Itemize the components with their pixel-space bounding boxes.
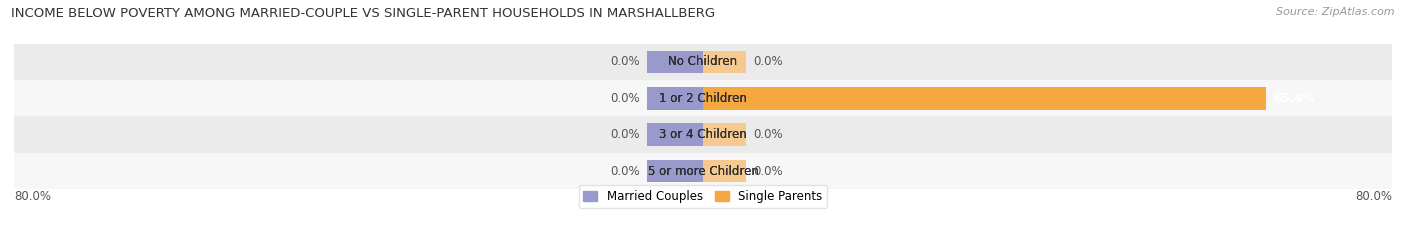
Bar	[14, 153, 1392, 189]
Text: 0.0%: 0.0%	[754, 128, 783, 141]
Text: INCOME BELOW POVERTY AMONG MARRIED-COUPLE VS SINGLE-PARENT HOUSEHOLDS IN MARSHAL: INCOME BELOW POVERTY AMONG MARRIED-COUPL…	[11, 7, 716, 20]
Text: 5 or more Children: 5 or more Children	[648, 164, 758, 178]
Text: No Children: No Children	[668, 55, 738, 69]
Text: 0.0%: 0.0%	[754, 164, 783, 178]
Text: 0.0%: 0.0%	[754, 55, 783, 69]
Text: 0.0%: 0.0%	[610, 164, 640, 178]
Bar	[703, 160, 747, 182]
Text: 1 or 2 Children: 1 or 2 Children	[659, 92, 747, 105]
Text: 0.0%: 0.0%	[610, 55, 640, 69]
Text: 80.0%: 80.0%	[1355, 190, 1392, 203]
Bar	[647, 160, 703, 182]
Text: 80.0%: 80.0%	[14, 190, 51, 203]
Bar	[703, 87, 1267, 110]
Text: 3 or 4 Children: 3 or 4 Children	[659, 128, 747, 141]
Bar	[647, 87, 703, 110]
Text: 65.4%: 65.4%	[1272, 92, 1315, 105]
Legend: Married Couples, Single Parents: Married Couples, Single Parents	[579, 185, 827, 208]
Bar	[647, 51, 703, 73]
Bar	[703, 123, 747, 146]
Text: 0.0%: 0.0%	[610, 92, 640, 105]
Text: No Children: No Children	[668, 55, 738, 69]
Bar	[14, 44, 1392, 80]
Bar	[647, 123, 703, 146]
Bar	[14, 80, 1392, 116]
Text: Source: ZipAtlas.com: Source: ZipAtlas.com	[1277, 7, 1395, 17]
Bar	[14, 116, 1392, 153]
Text: 1 or 2 Children: 1 or 2 Children	[659, 92, 747, 105]
Text: 0.0%: 0.0%	[610, 128, 640, 141]
Text: 3 or 4 Children: 3 or 4 Children	[659, 128, 747, 141]
Text: 5 or more Children: 5 or more Children	[648, 164, 758, 178]
Bar	[703, 51, 747, 73]
